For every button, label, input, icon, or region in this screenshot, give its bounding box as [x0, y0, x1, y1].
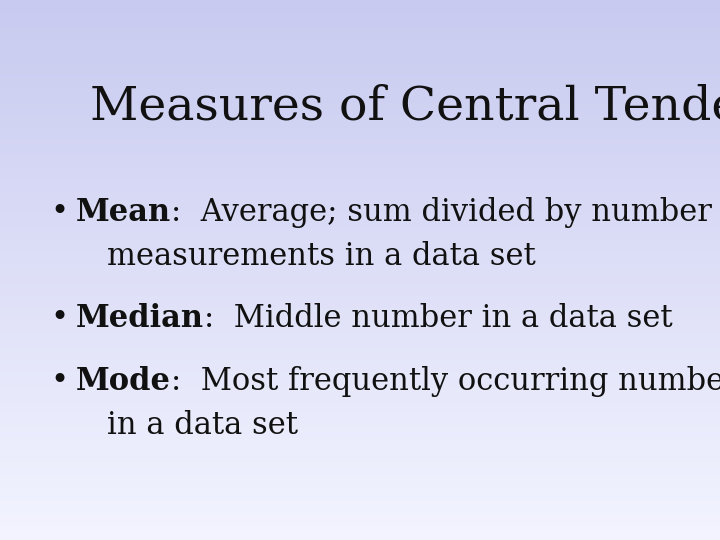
Text: Mode: Mode [76, 366, 171, 396]
Text: Mean: Mean [76, 197, 171, 228]
Text: •: • [50, 303, 68, 334]
Text: •: • [50, 366, 68, 396]
Text: :  Average; sum divided by number of: : Average; sum divided by number of [171, 197, 720, 228]
Text: in a data set: in a data set [107, 410, 297, 441]
Text: Measures of Central Tendency: Measures of Central Tendency [90, 84, 720, 130]
Text: Median: Median [76, 303, 204, 334]
Text: :  Middle number in a data set: : Middle number in a data set [204, 303, 672, 334]
Text: measurements in a data set: measurements in a data set [107, 241, 535, 272]
Text: •: • [50, 197, 68, 228]
Text: :  Most frequently occurring number: : Most frequently occurring number [171, 366, 720, 396]
